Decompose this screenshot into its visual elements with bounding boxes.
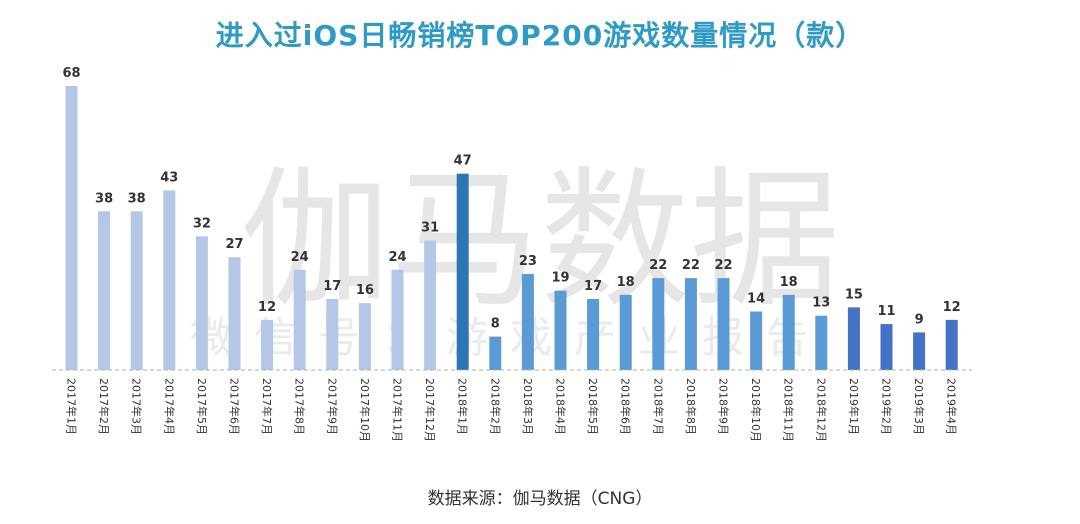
x-tick-label: 2018年5月 [586, 378, 600, 435]
bar [228, 257, 241, 370]
x-tick-label: 2018年6月 [619, 378, 633, 435]
bar-value-label: 38 [128, 191, 146, 206]
bar-value-label: 16 [356, 283, 374, 298]
x-tick-label: 2017年4月 [162, 378, 176, 435]
bar-value-label: 19 [551, 271, 569, 286]
bar-value-label: 22 [649, 258, 667, 273]
x-tick-label: 2017年1月 [65, 378, 79, 435]
bar-value-label: 18 [780, 275, 798, 290]
bar [619, 294, 632, 370]
x-tick-labels-group: 2017年1月 2017年2月 2017年3月 2017年4月 2017年5月 2017年… [65, 378, 959, 442]
bar [163, 190, 176, 370]
bar [847, 307, 860, 370]
value-labels-group: 68 38 38 43 32 27 12 24 17 16 24 31 47 8 23 19 17 18 22 22 2… [62, 66, 960, 332]
bar [684, 278, 697, 370]
x-tick-label: 2017年7月 [260, 378, 274, 435]
x-tick-label: 2018年10月 [749, 378, 763, 442]
bar [391, 269, 404, 370]
x-tick-label: 2017年12月 [423, 378, 437, 442]
bar-value-label: 68 [62, 66, 80, 81]
bar [521, 273, 534, 370]
watermark-main: 伽马数据 [240, 154, 840, 328]
bars-group [65, 86, 958, 370]
data-source-note: 数据来源：伽马数据（CNG） [427, 489, 653, 509]
x-tick-label: 2019年2月 [880, 378, 894, 435]
bar-value-label: 24 [388, 250, 406, 265]
bar-value-label: 12 [258, 300, 276, 315]
bar-value-label: 47 [454, 154, 472, 169]
x-tick-label: 2018年2月 [488, 378, 502, 435]
bar-value-label: 43 [160, 170, 178, 185]
bar [880, 324, 893, 370]
bar [195, 236, 208, 370]
x-tick-label: 2017年6月 [228, 378, 242, 435]
bar [424, 240, 437, 370]
bar [489, 336, 502, 370]
x-tick-label: 2018年3月 [521, 378, 535, 435]
x-tick-label: 2017年10月 [358, 378, 372, 442]
bar-value-label: 13 [812, 296, 830, 311]
bar [358, 303, 371, 370]
bar-value-label: 18 [617, 275, 635, 290]
bar [554, 290, 567, 370]
bar-value-label: 27 [225, 237, 243, 252]
bar [717, 278, 730, 370]
x-tick-label: 2018年7月 [651, 378, 665, 435]
x-tick-label: 2019年4月 [945, 378, 959, 435]
bar-value-label: 12 [943, 300, 961, 315]
bar [130, 211, 143, 370]
bar-value-label: 32 [193, 216, 211, 231]
bar [782, 294, 795, 370]
bar-value-label: 23 [519, 254, 537, 269]
x-tick-label: 2017年5月 [195, 378, 209, 435]
bar [652, 278, 665, 370]
x-tick-label: 2018年8月 [684, 378, 698, 435]
bar [815, 315, 828, 370]
bar-value-label: 11 [877, 304, 895, 319]
x-tick-label: 2018年11月 [782, 378, 796, 442]
bar-value-label: 17 [584, 279, 602, 294]
bar [326, 299, 339, 370]
x-tick-label: 2018年4月 [554, 378, 568, 435]
bar-value-label: 24 [291, 250, 309, 265]
bar-value-label: 15 [845, 287, 863, 302]
bar [456, 173, 469, 370]
bar-value-label: 31 [421, 221, 439, 236]
bar-value-label: 22 [714, 258, 732, 273]
bar [293, 269, 306, 370]
x-tick-label: 2018年9月 [717, 378, 731, 435]
bar-value-label: 22 [682, 258, 700, 273]
bar [261, 319, 274, 370]
x-tick-label: 2019年1月 [847, 378, 861, 435]
bar [945, 319, 958, 370]
bar [587, 299, 600, 370]
x-tick-label: 2019年3月 [912, 378, 926, 435]
bar [750, 311, 763, 370]
x-tick-label: 2018年1月 [456, 378, 470, 435]
chart-title: 进入过iOS日畅销榜TOP200游戏数量情况（款） [215, 19, 865, 52]
x-tick-label: 2017年9月 [325, 378, 339, 435]
bar-value-label: 17 [323, 279, 341, 294]
bar [913, 332, 926, 370]
x-tick-label: 2017年8月 [293, 378, 307, 435]
x-tick-label: 2018年12月 [814, 378, 828, 442]
x-tick-label: 2017年3月 [130, 378, 144, 435]
bar [65, 86, 78, 370]
watermark-sub: 微信号：游戏产业报告 [190, 313, 830, 362]
bar [98, 211, 111, 370]
x-tick-label: 2017年11月 [391, 378, 405, 442]
bar-value-label: 8 [491, 317, 500, 332]
bar-value-label: 14 [747, 292, 765, 307]
x-tick-label: 2017年2月 [97, 378, 111, 435]
bar-value-label: 9 [915, 312, 924, 327]
bar-value-label: 38 [95, 191, 113, 206]
